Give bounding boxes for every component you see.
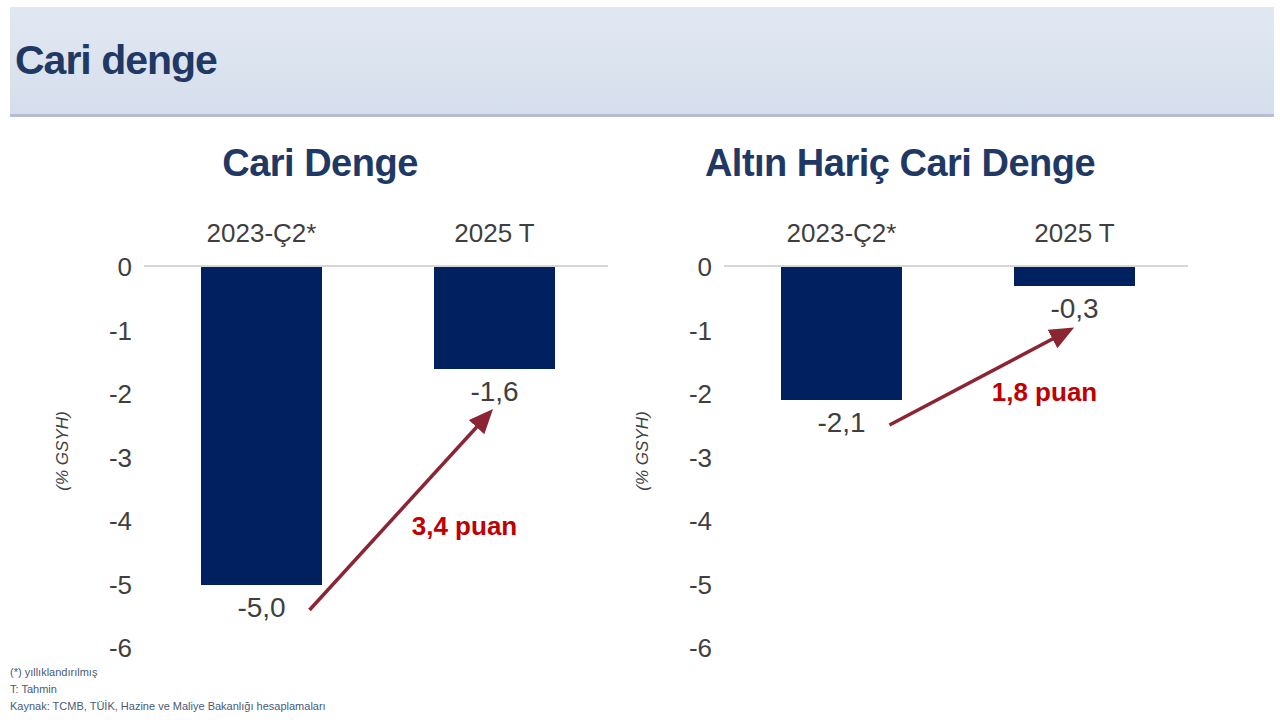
- slide: Cari denge Cari Denge (% GSYH) 0-1-2-3-4…: [0, 0, 1280, 720]
- footnote-annualized: (*) yıllıklandırılmış: [10, 664, 326, 681]
- chart-altin-haric-cari-denge: Altın Hariç Cari Denge (% GSYH) 0-1-2-3-…: [620, 140, 1180, 670]
- chart-cari-denge: Cari Denge (% GSYH) 0-1-2-3-4-5-62023-Ç2…: [40, 140, 600, 670]
- source-note: Kaynak: TCMB, TÜİK, Hazine ve Maliye Bak…: [10, 698, 326, 715]
- page-title: Cari denge: [10, 37, 217, 84]
- plot-area: 0-1-2-3-4-5-62023-Ç2*-5,02025 T-1,63,4 p…: [40, 140, 600, 670]
- footnotes: (*) yıllıklandırılmış T: Tahmin Kaynak: …: [10, 664, 326, 715]
- annotation-label: 3,4 puan: [375, 510, 555, 542]
- annotation-label: 1,8 puan: [955, 376, 1135, 408]
- improvement-arrow: [40, 140, 600, 670]
- slide-header: Cari denge: [10, 7, 1274, 117]
- plot-area: 0-1-2-3-4-5-62023-Ç2*-2,12025 T-0,31,8 p…: [620, 140, 1180, 670]
- footnote-forecast: T: Tahmin: [10, 681, 326, 698]
